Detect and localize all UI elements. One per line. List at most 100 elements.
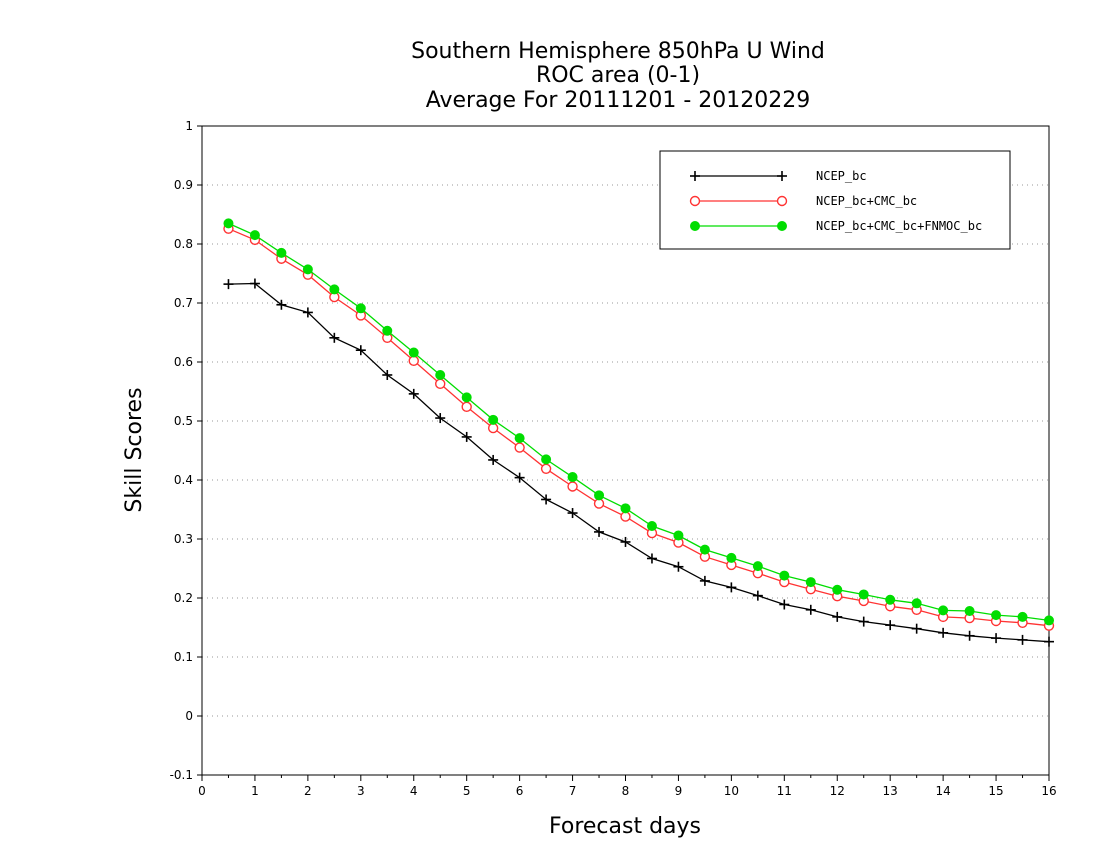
series-line — [228, 222, 1050, 622]
axis-ticks: -0.100.10.20.30.40.50.60.70.80.910 1 2 3 4 5 6… — [170, 119, 1057, 798]
data-point — [329, 284, 340, 295]
data-point — [435, 413, 446, 424]
data-point — [779, 570, 790, 581]
legend-entry-3: NCEP_bc+CMC_bc+FNMOC_bc — [690, 219, 982, 233]
data-point — [461, 392, 472, 403]
data-point — [594, 490, 605, 501]
x-tick-label: 3 — [357, 784, 365, 798]
data-point — [938, 627, 949, 638]
data-point — [223, 218, 234, 229]
gridlines — [202, 184, 1049, 717]
y-tick-label: 1 — [185, 119, 193, 133]
x-tick-label: 5 — [463, 784, 471, 798]
data-point — [461, 401, 472, 413]
data-point — [646, 521, 657, 532]
x-tick-label: 2 — [304, 784, 312, 798]
data-point — [382, 369, 393, 380]
data-point — [1017, 611, 1028, 622]
legend: NCEP_bc NCEP_bc+CMC_bc NCEP_bc+CMC_bc+FNMO… — [659, 150, 1011, 250]
data-point — [567, 472, 578, 483]
data-point — [540, 463, 552, 474]
data-point — [514, 433, 525, 444]
legend-marker — [776, 195, 788, 207]
series-line — [228, 228, 1050, 627]
data-point — [249, 230, 260, 241]
series-3 — [223, 218, 1054, 626]
y-tick-label: 0.4 — [174, 473, 193, 487]
x-tick-label: 8 — [622, 784, 630, 798]
x-tick-label: 13 — [883, 784, 898, 798]
x-tick-label: 1 — [251, 784, 259, 798]
data-point — [1044, 636, 1054, 647]
data-point — [805, 604, 816, 615]
data-point — [911, 623, 922, 634]
x-tick-label: 0 — [198, 784, 206, 798]
series-2 — [223, 223, 1055, 631]
y-tick-label: 0 — [185, 709, 193, 723]
legend-box — [659, 150, 1011, 250]
data-point — [620, 503, 631, 514]
x-tick-label: 7 — [569, 784, 577, 798]
y-tick-label: 0.5 — [174, 414, 193, 428]
data-point — [593, 498, 605, 509]
data-point — [567, 481, 578, 492]
data-point — [779, 599, 790, 610]
data-point — [885, 594, 896, 605]
legend-marker — [690, 221, 700, 231]
data-point — [858, 616, 869, 627]
data-point — [991, 610, 1002, 621]
data-point — [1044, 615, 1054, 626]
legend-entry-2: NCEP_bc+CMC_bc — [689, 194, 917, 208]
data-point — [858, 589, 869, 600]
y-tick-label: 0.7 — [174, 296, 193, 310]
data-point — [488, 454, 499, 465]
data-point — [567, 508, 578, 519]
data-point — [885, 620, 896, 631]
data-point — [752, 561, 763, 572]
x-tick-label: 12 — [830, 784, 845, 798]
x-tick-label: 16 — [1041, 784, 1056, 798]
y-tick-label: 0.2 — [174, 591, 193, 605]
legend-marker — [689, 195, 701, 207]
data-point — [276, 247, 287, 258]
data-point — [382, 325, 393, 336]
y-tick-label: 0.9 — [174, 178, 193, 192]
data-point — [938, 605, 949, 616]
data-point — [355, 303, 366, 314]
data-point — [302, 264, 313, 275]
data-point — [726, 552, 737, 563]
y-tick-label: 0.3 — [174, 532, 193, 546]
data-point — [488, 414, 499, 425]
data-point — [832, 611, 843, 622]
legend-label: NCEP_bc+CMC_bc+FNMOC_bc — [816, 219, 982, 233]
legend-marker — [777, 171, 787, 181]
data-point — [911, 598, 922, 609]
data-point — [514, 472, 525, 483]
data-point — [514, 442, 525, 453]
data-point — [329, 332, 340, 343]
data-point — [726, 582, 737, 593]
data-point — [594, 526, 605, 537]
chart-title-line-3: Average For 20111201 - 20120229 — [426, 88, 811, 113]
data-point — [408, 347, 419, 358]
y-tick-label: 0.6 — [174, 355, 193, 369]
x-tick-label: 6 — [516, 784, 524, 798]
data-point — [223, 279, 234, 290]
chart-title-line-2: ROC area (0-1) — [536, 63, 700, 88]
data-point — [408, 388, 419, 399]
y-tick-label: 0.8 — [174, 237, 193, 251]
y-tick-label: 0.1 — [174, 650, 193, 664]
data-point — [752, 590, 763, 601]
x-axis-title: Forecast days — [549, 814, 701, 839]
data-point — [355, 345, 366, 356]
x-tick-label: 15 — [988, 784, 1003, 798]
x-tick-label: 11 — [777, 784, 792, 798]
data-point — [991, 633, 1002, 644]
data-point — [620, 511, 631, 522]
data-point — [805, 577, 816, 588]
chart-title-line-1: Southern Hemisphere 850hPa U Wind — [411, 39, 825, 64]
series-line — [228, 282, 1050, 643]
y-axis-title: Skill Scores — [122, 387, 147, 512]
data-point — [461, 431, 472, 442]
